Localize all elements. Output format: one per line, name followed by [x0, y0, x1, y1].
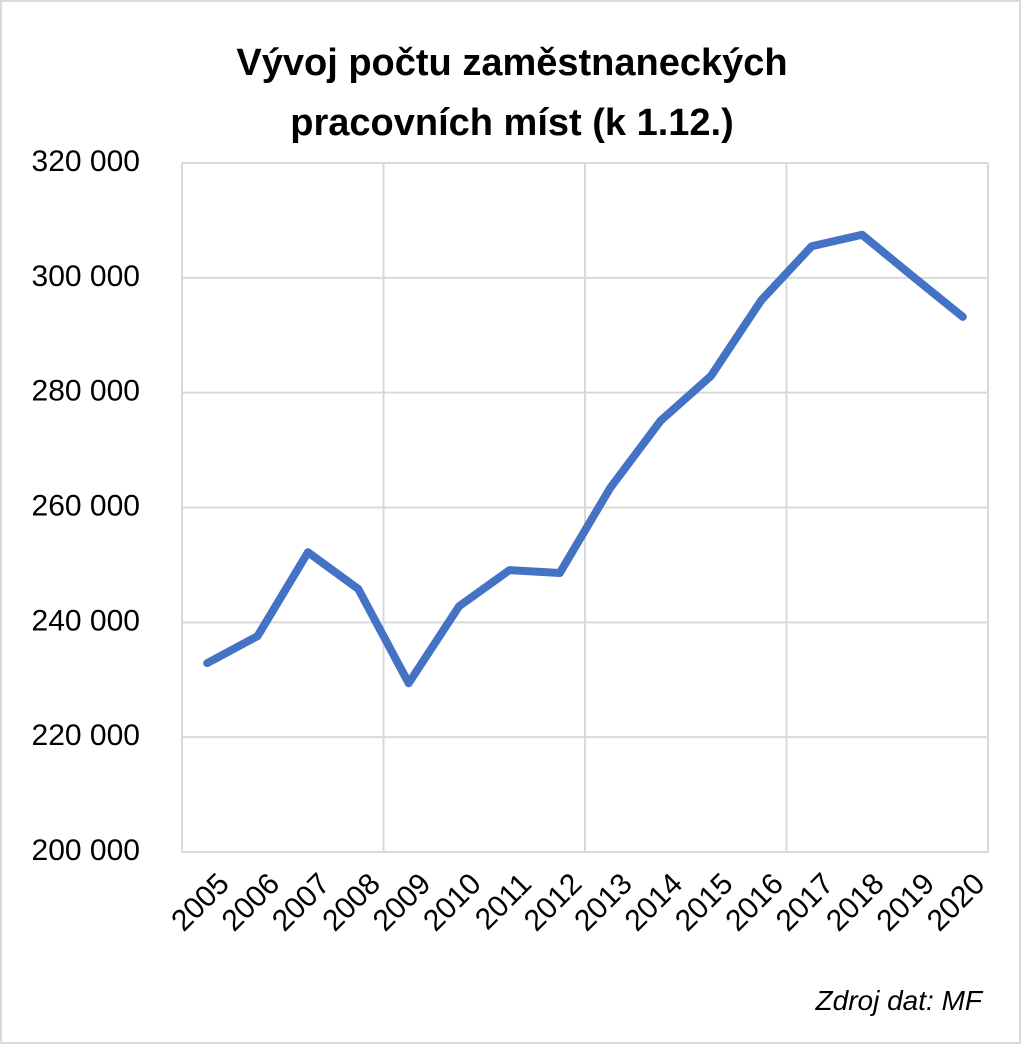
- data-line: [203, 230, 967, 688]
- y-tick-label: 280 000: [32, 375, 140, 408]
- source-note: Zdroj dat: MF: [815, 985, 984, 1016]
- y-tick-label: 200 000: [32, 834, 140, 867]
- y-tick-label: 320 000: [32, 145, 140, 178]
- chart-title: Vývoj počtu zaměstnaneckých: [236, 42, 787, 84]
- y-tick-label: 260 000: [32, 489, 140, 522]
- y-tick-label: 300 000: [32, 260, 140, 293]
- chart-title: pracovních míst (k 1.12.): [290, 102, 734, 144]
- y-tick-label: 240 000: [32, 604, 140, 637]
- y-tick-label: 220 000: [32, 719, 140, 752]
